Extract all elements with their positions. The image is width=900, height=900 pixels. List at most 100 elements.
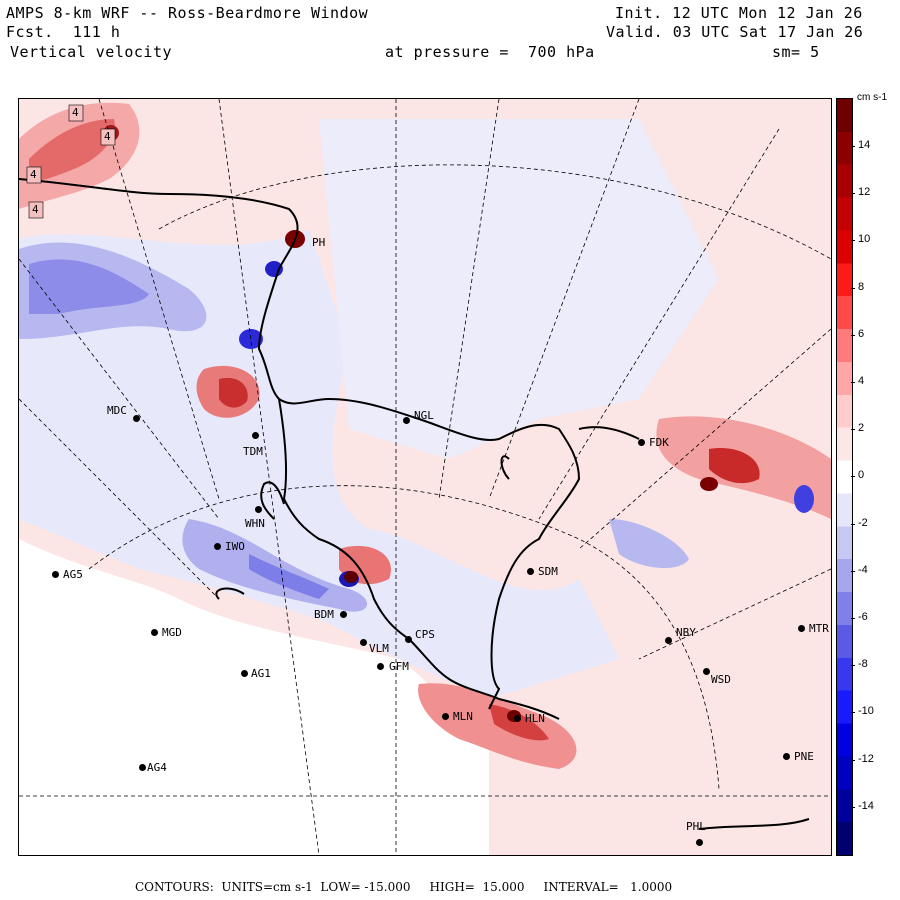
station-phl[interactable]: PHL (686, 820, 706, 846)
station-dot (139, 764, 146, 771)
station-ag1[interactable]: AG1 (241, 667, 271, 680)
station-dot (360, 639, 367, 646)
colorbar-tick-label: 4 (858, 375, 865, 387)
contour-label-2: 4 (104, 130, 111, 143)
station-sdm[interactable]: SDM (527, 566, 558, 578)
station-dot (696, 839, 703, 846)
blue-patch-east (609, 519, 689, 569)
station-label: WSD (711, 673, 731, 686)
colorbar-tick-mark (851, 618, 855, 619)
station-label: AG1 (251, 667, 271, 680)
station-ag5[interactable]: AG5 (52, 568, 83, 581)
station-dot (527, 568, 534, 575)
colorbar-tick-mark (851, 523, 855, 525)
blue-spot-1 (239, 329, 263, 349)
station-dot (255, 506, 262, 513)
contour-label-4: 4 (32, 203, 39, 216)
station-dot (403, 417, 410, 424)
red-patch-mid-core (219, 377, 248, 408)
station-label: AG4 (147, 761, 167, 774)
forecast-hour: Fcst. 111 h (6, 23, 121, 41)
pressure-level: at pressure = 700 hPa (385, 43, 595, 61)
colorbar-tick-mark (851, 759, 855, 761)
station-hln[interactable]: HLN (514, 712, 545, 725)
colorbar-tick-label: -2 (858, 516, 868, 529)
init-time: Init. 12 UTC Mon 12 Jan 26 (615, 4, 863, 22)
blue-band-s-core (249, 554, 329, 599)
blue-spot-4 (794, 485, 814, 513)
colorbar-tick-mark (851, 476, 855, 478)
station-mdc[interactable]: MDC (107, 405, 140, 422)
station-dot (798, 625, 805, 632)
colorbar-tick-label: 8 (858, 280, 865, 293)
colorbar-tick-label: 14 (858, 139, 871, 151)
red-band-south-core (489, 704, 549, 741)
red-spot-3 (700, 477, 718, 491)
station-ag4[interactable]: AG4 (139, 761, 167, 774)
station-mln[interactable]: MLN (442, 710, 473, 723)
station-dot (340, 611, 347, 618)
map-panel[interactable]: 4 4 4 4 MDC TDM NGL FDK WHN IWO AG5 SDM … (18, 98, 832, 856)
station-dot (405, 636, 412, 643)
station-dot (514, 715, 521, 722)
station-iwo[interactable]: IWO (214, 541, 245, 553)
station-mgd[interactable]: MGD (151, 627, 182, 639)
station-label: CPS (415, 628, 435, 641)
contour-info: CONTOURS: UNITS=cm s-1 LOW= -15.000 HIGH… (135, 880, 673, 894)
station-cps[interactable]: CPS (405, 628, 435, 643)
colorbar-tick-label: 0 (858, 469, 865, 482)
map-graphic (19, 99, 831, 855)
station-wsd[interactable]: WSD (703, 668, 731, 686)
station-dot (52, 571, 59, 578)
colorbar-tick-label: -10 (858, 705, 874, 718)
station-dot (241, 670, 248, 677)
graticule (19, 99, 831, 855)
red-band-nw-core (29, 119, 115, 181)
station-label: PH (312, 236, 326, 249)
colorbar-tick-label: -6 (858, 611, 868, 623)
station-tdm[interactable]: TDM (243, 432, 263, 458)
station-fdk[interactable]: FDK (638, 437, 669, 449)
colorbar-tick-label: 12 (858, 186, 871, 199)
colorbar-tick-mark (851, 240, 855, 242)
station-label: AG5 (63, 568, 83, 581)
station-ph[interactable]: PH (312, 237, 325, 249)
contour-label-1: 4 (72, 106, 79, 119)
station-dot (151, 629, 158, 636)
colorbar-tick-label: -14 (858, 799, 874, 812)
station-label: WHN (245, 517, 265, 530)
station-label: GFM (389, 660, 409, 673)
colorbar-unit: cm s-1 (857, 92, 887, 103)
station-pne[interactable]: PNE (783, 750, 814, 763)
station-dot (377, 663, 384, 670)
colorbar-tick-label: 2 (858, 422, 865, 435)
station-vlm[interactable]: VLM (360, 639, 389, 655)
region-blue-light-2 (319, 119, 719, 459)
station-label: PNE (794, 750, 814, 763)
station-bdm[interactable]: BDM (314, 608, 347, 621)
station-ngl[interactable]: NGL (403, 410, 434, 424)
station-label: BDM (314, 608, 334, 621)
station-whn[interactable]: WHN (245, 506, 265, 530)
blue-band-nw-core (29, 259, 149, 314)
station-dot (703, 668, 710, 675)
colorbar-tick-mark (851, 429, 855, 431)
station-dot (252, 432, 259, 439)
station-nby[interactable]: NBY (665, 627, 696, 644)
colorbar-tick-mark (851, 712, 855, 714)
model-title: AMPS 8-km WRF -- Ross-Beardmore Window (6, 4, 369, 22)
coastline (19, 178, 810, 830)
station-label: PHL (686, 820, 706, 833)
colorbar-tick-label: 6 (858, 327, 865, 340)
station-mtr[interactable]: MTR (798, 622, 829, 635)
field-name: Vertical velocity (10, 43, 173, 61)
station-label: HLN (525, 712, 545, 725)
contour-label-3: 4 (30, 168, 37, 181)
colorbar-tick-label: -8 (858, 658, 868, 671)
station-gfm[interactable]: GFM (377, 660, 409, 673)
station-label: MLN (453, 710, 473, 723)
station-dot (783, 753, 790, 760)
station-label: MTR (809, 622, 829, 635)
red-band-south (418, 683, 577, 769)
colorbar-tick-mark (851, 806, 855, 808)
